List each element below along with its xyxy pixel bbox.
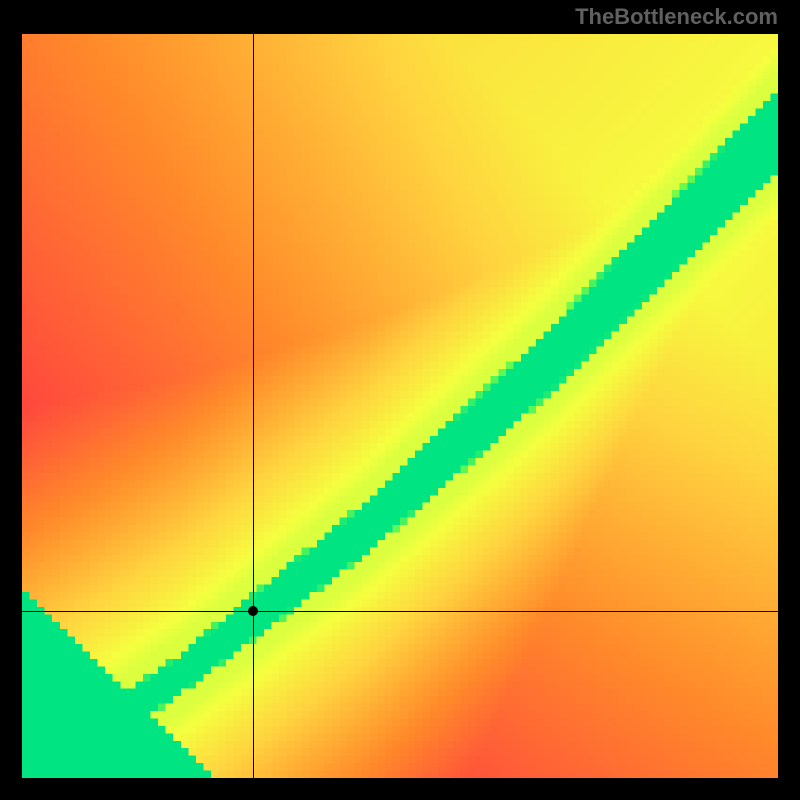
crosshair-vertical — [253, 34, 254, 778]
crosshair-marker — [248, 606, 258, 616]
watermark-text: TheBottleneck.com — [575, 4, 778, 30]
crosshair-horizontal — [22, 611, 778, 612]
bottleneck-heatmap — [22, 34, 778, 778]
plot-area — [22, 34, 778, 778]
